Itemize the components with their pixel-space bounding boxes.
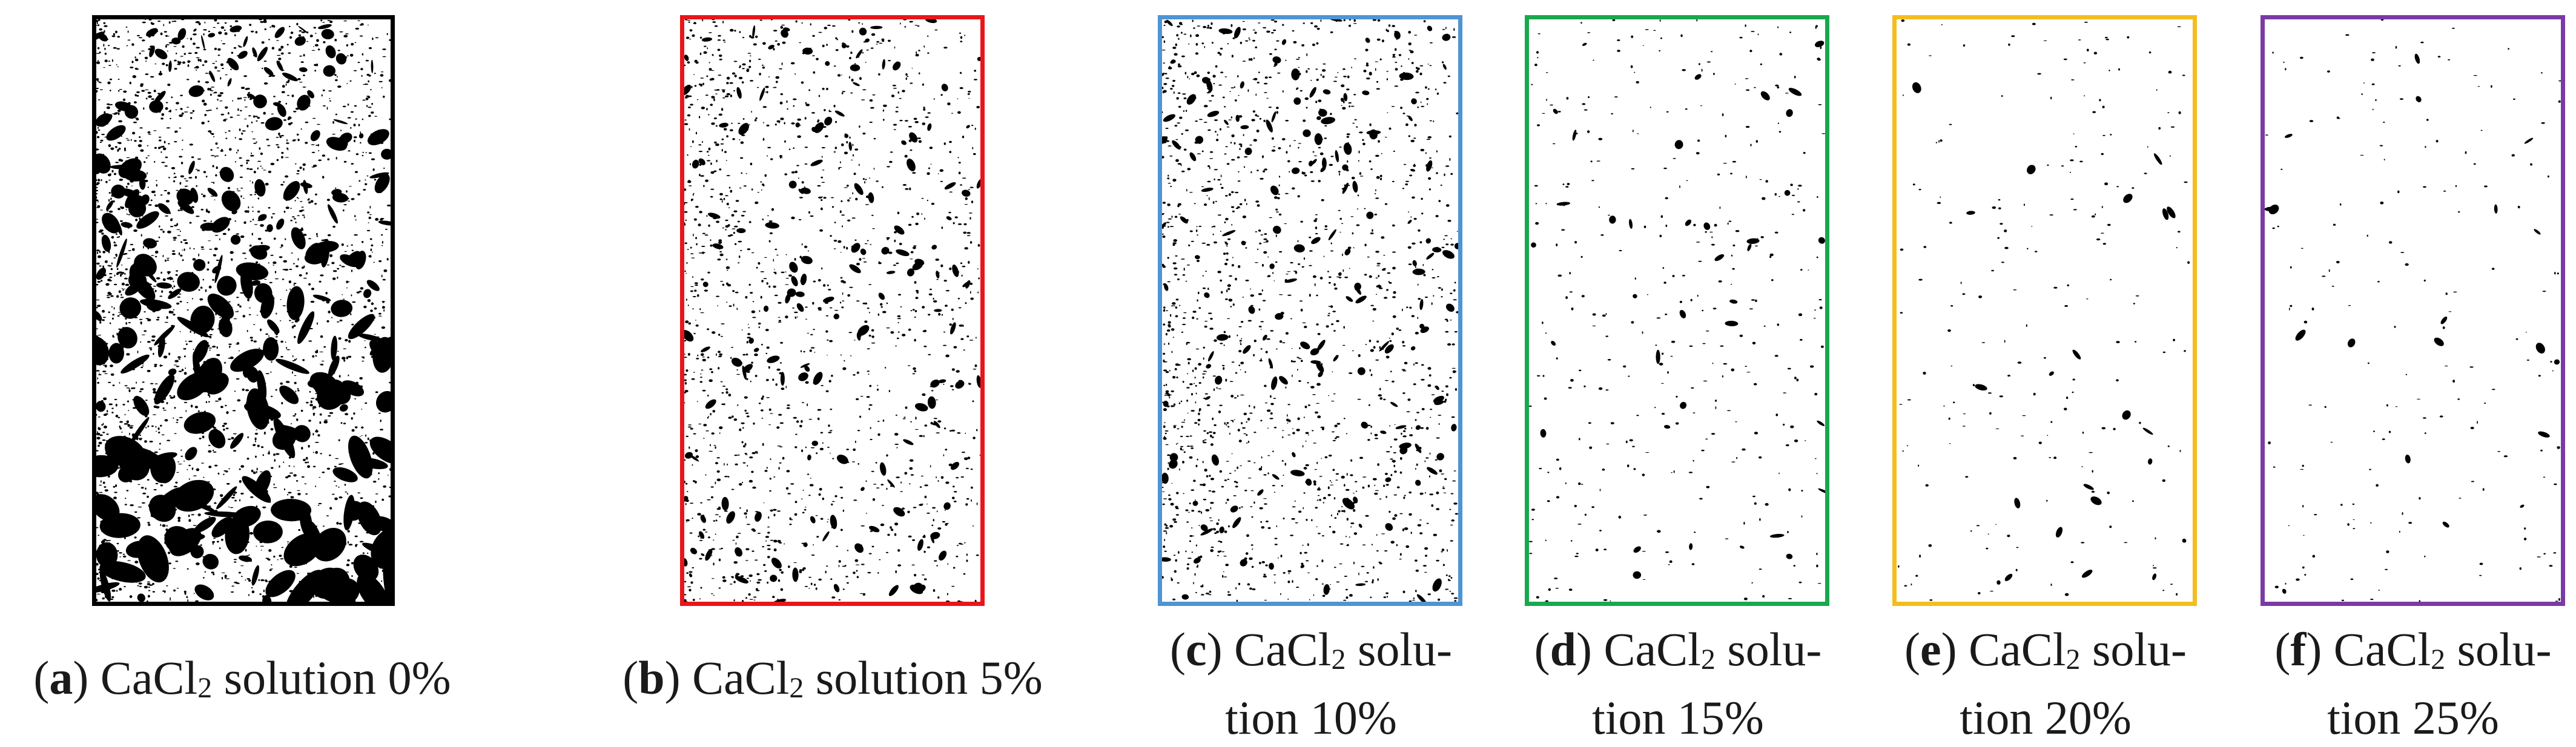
caption-subscript-b: 2 — [789, 672, 804, 704]
caption-line2-e: tion 20% — [1960, 691, 2132, 744]
caption-line2-f: tion 25% — [2327, 691, 2499, 744]
pore-image-panel-f — [2261, 15, 2565, 606]
caption-b: (b) CaCl2 solution 5% — [623, 651, 1043, 704]
pore-map-b — [684, 19, 980, 602]
caption-c: (c) CaCl2 solu-tion 10% — [1170, 623, 1452, 744]
pore-image-panel-b — [680, 15, 985, 606]
caption-letter-c: c — [1186, 623, 1207, 676]
caption-line2-d: tion 15% — [1592, 691, 1764, 744]
caption-prefix-d: CaCl — [1603, 623, 1701, 676]
caption-text-e: solu- — [2080, 623, 2187, 676]
pore-image-panel-e — [1892, 15, 2197, 606]
caption-d: (d) CaCl2 solu-tion 15% — [1534, 623, 1822, 744]
caption-subscript-c: 2 — [1331, 643, 1346, 676]
caption-letter-b: b — [638, 651, 665, 704]
caption-prefix-e: CaCl — [1969, 623, 2066, 676]
caption-a: (a) CaCl2 solution 0% — [33, 651, 451, 704]
caption-prefix-b: CaCl — [692, 651, 790, 704]
caption-e: (e) CaCl2 solu-tion 20% — [1904, 623, 2187, 744]
caption-subscript-a: 2 — [197, 672, 213, 704]
caption-letter-f: f — [2290, 623, 2307, 676]
caption-letter-d: d — [1550, 623, 1577, 676]
caption-f: (f) CaCl2 solu-tion 25% — [2274, 623, 2552, 744]
caption-line2-c: tion 10% — [1225, 691, 1397, 744]
caption-letter-a: a — [49, 651, 73, 704]
caption-prefix-f: CaCl — [2333, 623, 2431, 676]
caption-subscript-d: 2 — [1700, 643, 1716, 676]
pore-map-e — [1898, 19, 2190, 601]
caption-prefix-a: CaCl — [100, 651, 198, 704]
pore-map-d — [1529, 19, 1825, 602]
pore-map-f — [2265, 19, 2561, 602]
caption-text-f: solu- — [2445, 623, 2552, 676]
pore-map-c — [1162, 19, 1458, 602]
caption-prefix-c: CaCl — [1234, 623, 1332, 676]
caption-text-c: solu- — [1346, 623, 1452, 676]
caption-text-a: solution 0% — [212, 651, 451, 704]
pore-image-panel-c — [1158, 15, 1462, 606]
caption-text-b: solution 5% — [804, 651, 1043, 704]
pore-map-a — [96, 19, 391, 602]
pore-image-panel-d — [1525, 15, 1829, 606]
caption-letter-e: e — [1920, 623, 1941, 676]
caption-subscript-e: 2 — [2066, 643, 2081, 676]
pore-image-panel-a — [92, 15, 395, 606]
caption-text-d: solu- — [1715, 623, 1822, 676]
caption-subscript-f: 2 — [2431, 643, 2446, 676]
